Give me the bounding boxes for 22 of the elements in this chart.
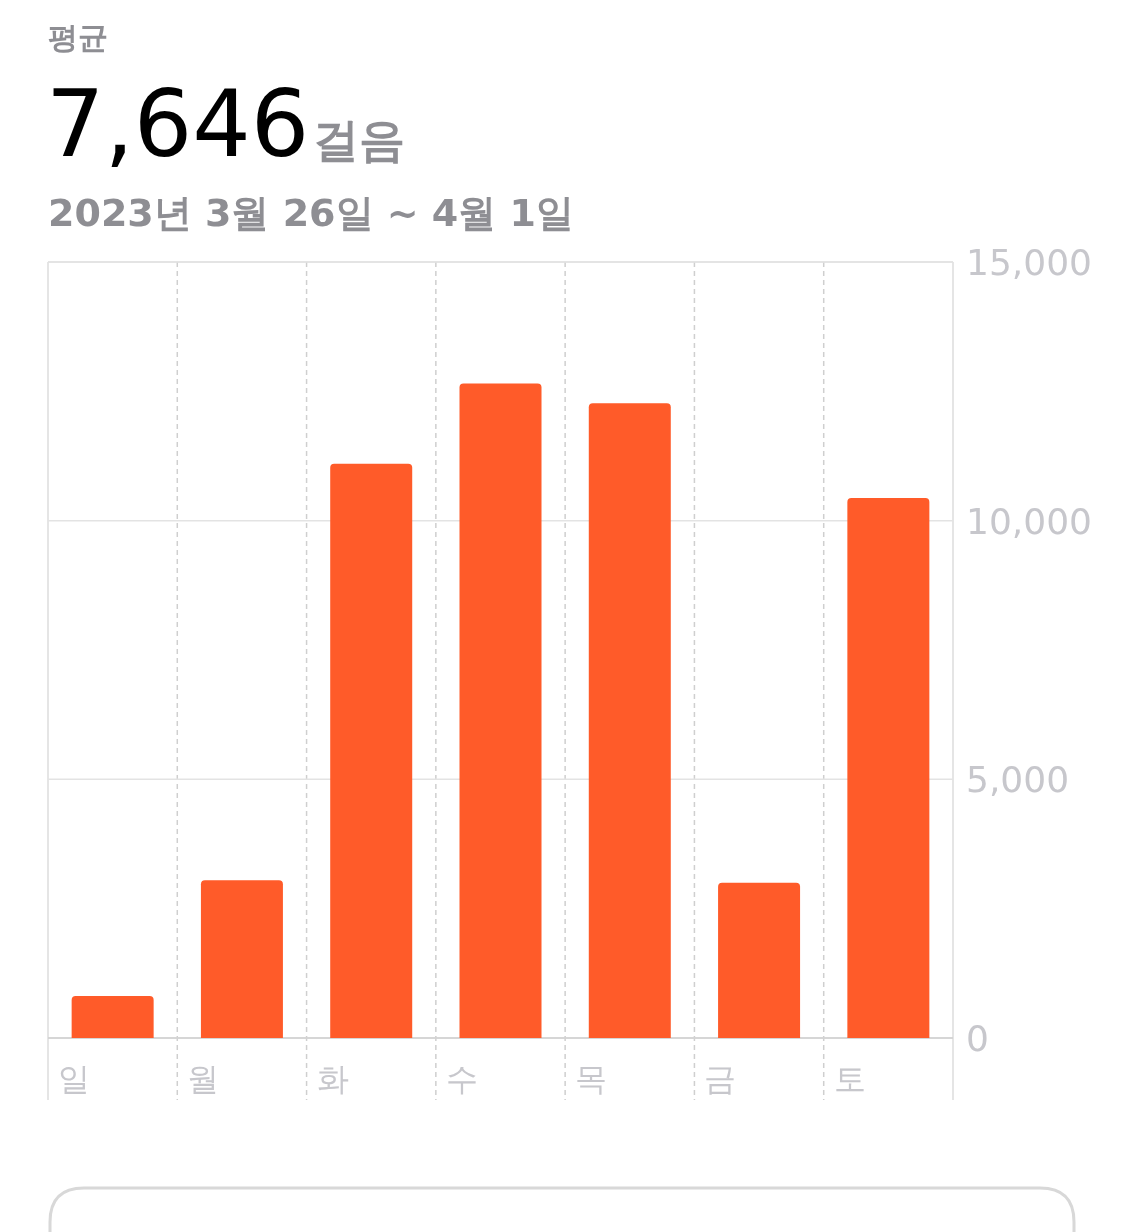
y-tick-label: 15,000 [966,242,1092,283]
x-tick-label: 월 [187,1060,220,1098]
bar [200,880,283,1038]
y-tick-label: 10,000 [966,500,1092,542]
text: 걸음 [313,113,406,167]
bar [71,996,154,1038]
bar [330,463,413,1038]
x-tick-label: 일 [58,1060,90,1098]
x-tick-label: 토 [833,1060,866,1098]
y-tick-label: 0 [966,1018,989,1059]
x-tick-label: 목 [575,1060,608,1098]
x-tick-label: 수 [445,1060,478,1098]
bar [588,403,671,1038]
bar [459,383,542,1038]
x-tick-label: 금 [704,1060,737,1098]
text: 평균 [48,20,108,55]
x-tick-label: 화 [316,1060,349,1098]
bar [718,882,801,1038]
chart-subtitle: 2023년 3월 26일 ~ 4월 1일 [48,191,574,235]
chart-title: 7,646 [46,71,310,178]
bar [847,497,930,1038]
y-tick-label: 5,000 [966,759,1070,801]
